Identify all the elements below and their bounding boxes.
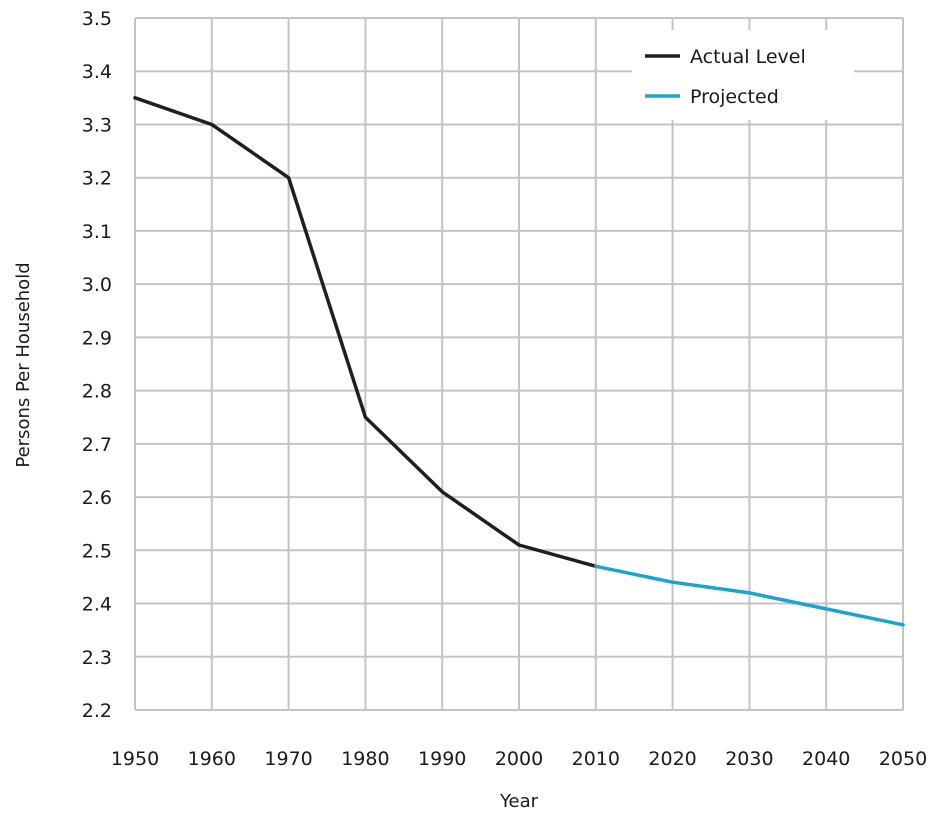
y-tick-label: 3.1: [82, 221, 112, 243]
x-axis-title: Year: [499, 791, 539, 812]
y-tick-label: 3.5: [82, 8, 112, 30]
y-tick-label: 3.2: [82, 168, 112, 190]
y-tick-label: 2.3: [82, 647, 112, 669]
grid: [134, 17, 904, 711]
x-tick-label: 2020: [648, 748, 696, 770]
y-tick-label: 2.8: [82, 381, 112, 403]
y-tick-label: 2.7: [82, 434, 112, 456]
legend: Actual Level Projected: [632, 30, 854, 120]
legend-background: [632, 30, 854, 120]
series-line-projected: [594, 564, 905, 627]
y-axis-ticks: 3.5 3.4 3.3 3.2 3.1 3.0 2.9 2.8 2.7 2.6 2.5 2.4 2.3 2…: [82, 8, 112, 722]
x-axis-ticks: 1950 1960 1970 1980 1990 2000 2010 2020 2030 2040…: [111, 748, 927, 770]
y-tick-label: 2.5: [82, 540, 112, 562]
y-tick-label: 3.0: [82, 274, 112, 296]
x-tick-label: 2040: [802, 748, 850, 770]
x-tick-label: 2050: [879, 748, 927, 770]
y-tick-label: 3.4: [82, 61, 112, 83]
x-tick-label: 2000: [495, 748, 543, 770]
x-tick-label: 1990: [418, 748, 466, 770]
x-tick-label: 1950: [111, 748, 159, 770]
legend-label-actual: Actual Level: [690, 46, 806, 68]
y-tick-label: 2.9: [82, 327, 112, 349]
y-tick-label: 2.2: [82, 700, 112, 722]
y-tick-label: 2.4: [82, 594, 112, 616]
x-tick-label: 2030: [725, 748, 773, 770]
x-tick-label: 1970: [264, 748, 312, 770]
legend-label-projected: Projected: [690, 86, 779, 108]
x-tick-label: 1980: [341, 748, 389, 770]
series-line-actual: [133, 96, 598, 569]
series-lines: [133, 96, 905, 627]
x-tick-label: 1960: [188, 748, 236, 770]
y-axis-title: Persons Per Household: [13, 262, 34, 467]
x-tick-label: 2010: [572, 748, 620, 770]
y-tick-label: 3.3: [82, 114, 112, 136]
y-tick-label: 2.6: [82, 487, 112, 509]
